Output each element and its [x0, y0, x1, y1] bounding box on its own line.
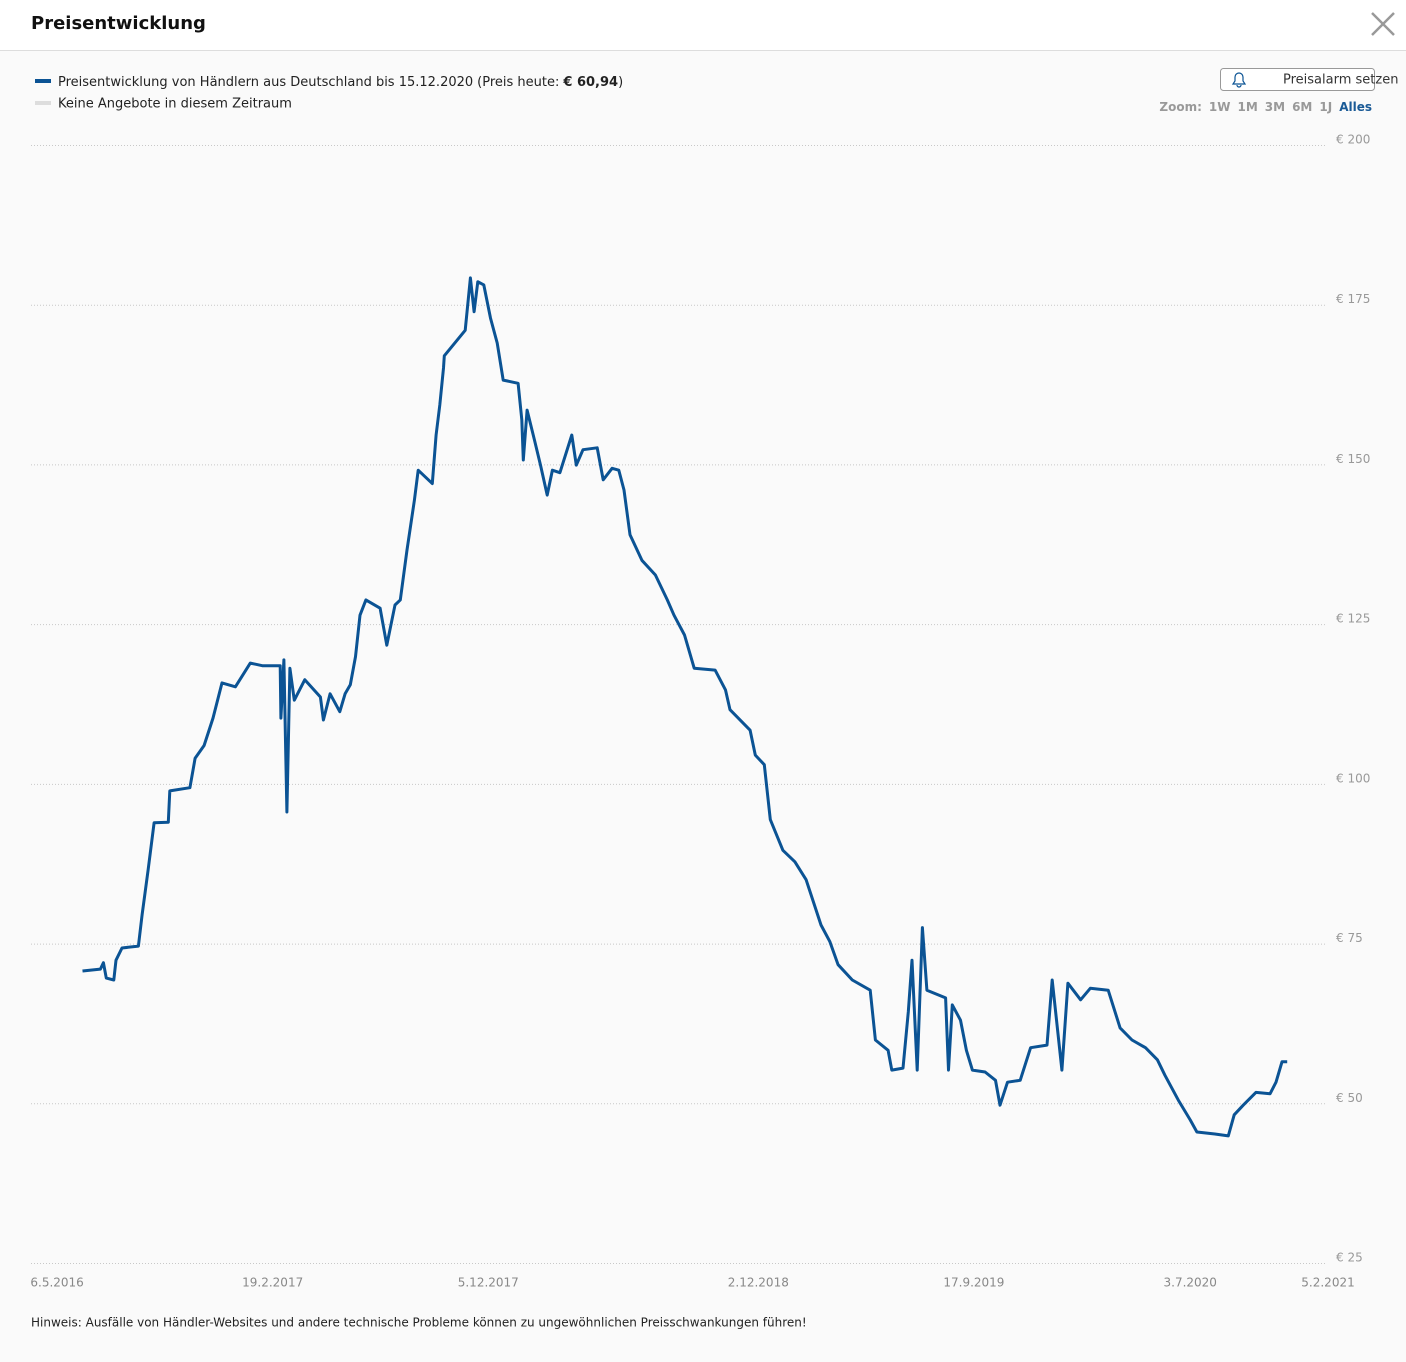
y-tick-label: € 125 — [1336, 612, 1370, 626]
legend-swatch — [35, 101, 51, 105]
x-tick-label: 6.5.2016 — [30, 1276, 83, 1290]
zoom-option[interactable]: 1J — [1319, 100, 1332, 114]
footer-note: Hinweis: Ausfälle von Händler-Websites u… — [31, 1316, 807, 1330]
dialog-title: Preisentwicklung — [31, 13, 206, 34]
legend-entry: Keine Angebote in diesem Zeitraum — [58, 97, 292, 112]
zoom-option[interactable]: 3M — [1265, 100, 1285, 114]
close-icon[interactable] — [1371, 12, 1395, 36]
button-frame[interactable] — [1220, 68, 1375, 91]
zoom-label: Zoom: — [1159, 100, 1202, 114]
bell-icon[interactable] — [1231, 72, 1247, 88]
y-tick-label: € 100 — [1336, 771, 1370, 785]
price-alarm-button[interactable]: Preisalarm setzen — [1220, 68, 1399, 91]
zoom-option[interactable]: 1W — [1209, 100, 1231, 114]
y-tick-label: € 50 — [1336, 1091, 1363, 1105]
y-tick-label: € 200 — [1336, 133, 1370, 147]
legend-entry: Preisentwicklung von Händlern aus Deutsc… — [58, 75, 623, 90]
legend-text: Preisentwicklung von Händlern aus Deutsc… — [58, 75, 473, 90]
zoom-option[interactable]: 1M — [1237, 100, 1257, 114]
x-tick-label: 17.9.2019 — [943, 1276, 1004, 1290]
zoom-bar: Zoom: 1W 1M 3M 6M 1J Alles — [1159, 100, 1372, 114]
y-tick-label: € 150 — [1336, 452, 1370, 466]
x-tick-label: 5.2.2021 — [1301, 1276, 1354, 1290]
button-label[interactable]: Preisalarm setzen — [1283, 73, 1398, 88]
y-tick-label: € 75 — [1336, 931, 1363, 945]
legend-price: € 60,94 — [562, 75, 618, 90]
price-line — [82, 276, 1288, 1138]
x-tick-label: 5.12.2017 — [458, 1276, 519, 1290]
x-tick-label: 3.7.2020 — [1164, 1276, 1217, 1290]
legend-text: (Preis heute: — [477, 75, 559, 90]
zoom-option[interactable]: 6M — [1292, 100, 1312, 114]
y-tick-label: € 175 — [1336, 292, 1370, 306]
x-tick-label: 2.12.2018 — [728, 1276, 789, 1290]
y-tick-label: € 25 — [1336, 1251, 1363, 1265]
legend-text: ) — [618, 75, 623, 90]
header — [0, 0, 1406, 50]
legend-swatch — [35, 79, 51, 83]
close-button[interactable] — [1371, 12, 1395, 36]
x-tick-label: 19.2.2017 — [242, 1276, 303, 1290]
zoom-option[interactable]: Alles — [1339, 100, 1372, 114]
